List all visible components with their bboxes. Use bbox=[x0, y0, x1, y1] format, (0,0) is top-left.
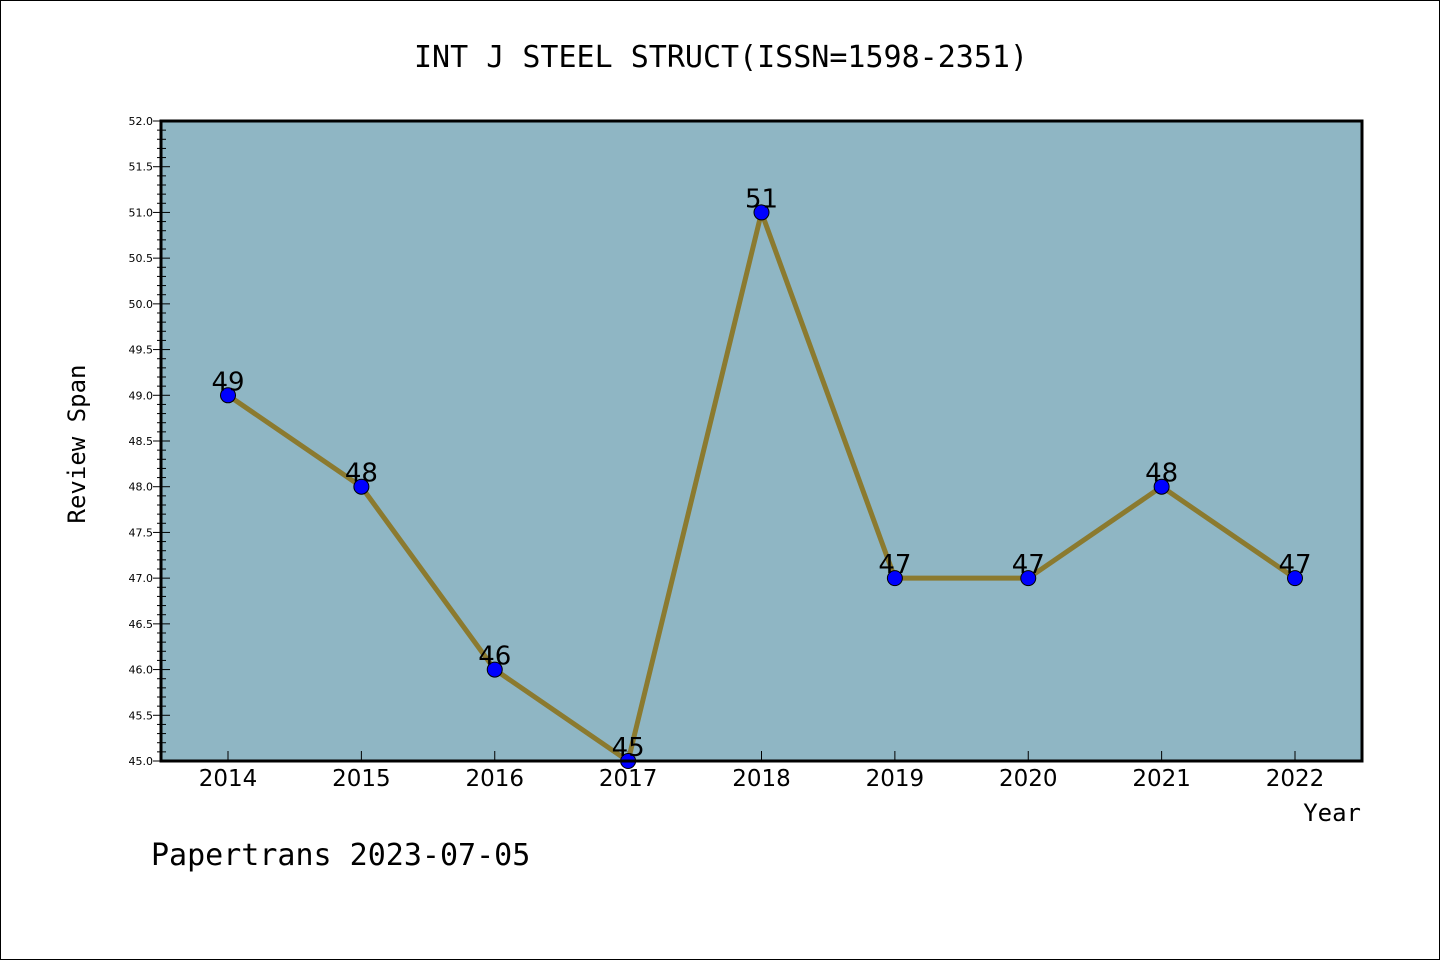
x-tick-label: 2022 bbox=[1266, 766, 1325, 792]
data-label: 47 bbox=[1278, 550, 1311, 580]
y-tick-label: 49.5 bbox=[129, 344, 154, 357]
x-axis-label: Year bbox=[1303, 799, 1361, 827]
y-tick-label: 47.0 bbox=[129, 572, 154, 585]
data-label: 47 bbox=[878, 550, 911, 580]
chart-title: INT J STEEL STRUCT(ISSN=1598-2351) bbox=[414, 40, 1028, 75]
x-tick-label: 2019 bbox=[866, 766, 925, 792]
y-tick-label: 52.0 bbox=[129, 115, 154, 128]
data-label: 46 bbox=[478, 642, 511, 672]
y-tick-label: 45.5 bbox=[129, 709, 154, 722]
data-label: 48 bbox=[1145, 459, 1178, 489]
x-tick-label: 2020 bbox=[999, 766, 1058, 792]
y-tick-label: 45.0 bbox=[129, 755, 154, 768]
data-label: 48 bbox=[345, 459, 378, 489]
data-labels: 49 48 46 45 51 47 47 48 47 bbox=[211, 184, 1311, 763]
data-point bbox=[753, 204, 770, 221]
data-point bbox=[353, 478, 370, 495]
plot-border bbox=[159, 119, 1364, 763]
y-tick-label: 50.5 bbox=[129, 252, 154, 265]
data-label: 47 bbox=[1012, 550, 1045, 580]
x-tick-label: 2015 bbox=[332, 766, 391, 792]
x-tick-label: 2014 bbox=[199, 766, 258, 792]
x-tick-label: 2016 bbox=[465, 766, 524, 792]
data-label: 49 bbox=[211, 367, 244, 397]
data-point bbox=[486, 661, 503, 678]
x-axis: 2014 2015 2016 2017 2018 2019 2020 2021 2022 bbox=[199, 751, 1325, 792]
y-tick-label: 50.0 bbox=[129, 298, 154, 311]
y-tick-label: 46.5 bbox=[129, 618, 154, 631]
y-tick-label: 48.5 bbox=[129, 435, 154, 448]
plot-area bbox=[161, 121, 1362, 761]
y-tick-label: 49.0 bbox=[129, 389, 154, 402]
y-tick-label: 51.0 bbox=[129, 206, 154, 219]
footer-text: Papertrans 2023-07-05 bbox=[151, 838, 530, 873]
y-axis-label: Review Span bbox=[63, 365, 91, 524]
data-point bbox=[886, 570, 903, 587]
data-label: 45 bbox=[612, 733, 645, 763]
data-point bbox=[220, 387, 236, 404]
x-tick-label: 2021 bbox=[1132, 766, 1191, 792]
series-markers bbox=[220, 204, 1303, 769]
data-point bbox=[1287, 570, 1303, 587]
y-tick-label: 46.0 bbox=[129, 664, 154, 677]
x-tick-label: 2017 bbox=[599, 766, 658, 792]
y-tick-label: 51.5 bbox=[129, 161, 154, 174]
data-point bbox=[1020, 570, 1037, 587]
y-tick-label: 48.0 bbox=[129, 481, 154, 494]
x-tick-label: 2018 bbox=[732, 766, 791, 792]
y-tick-label: 47.5 bbox=[129, 526, 154, 539]
data-label: 51 bbox=[745, 184, 778, 214]
data-point bbox=[1153, 478, 1170, 495]
